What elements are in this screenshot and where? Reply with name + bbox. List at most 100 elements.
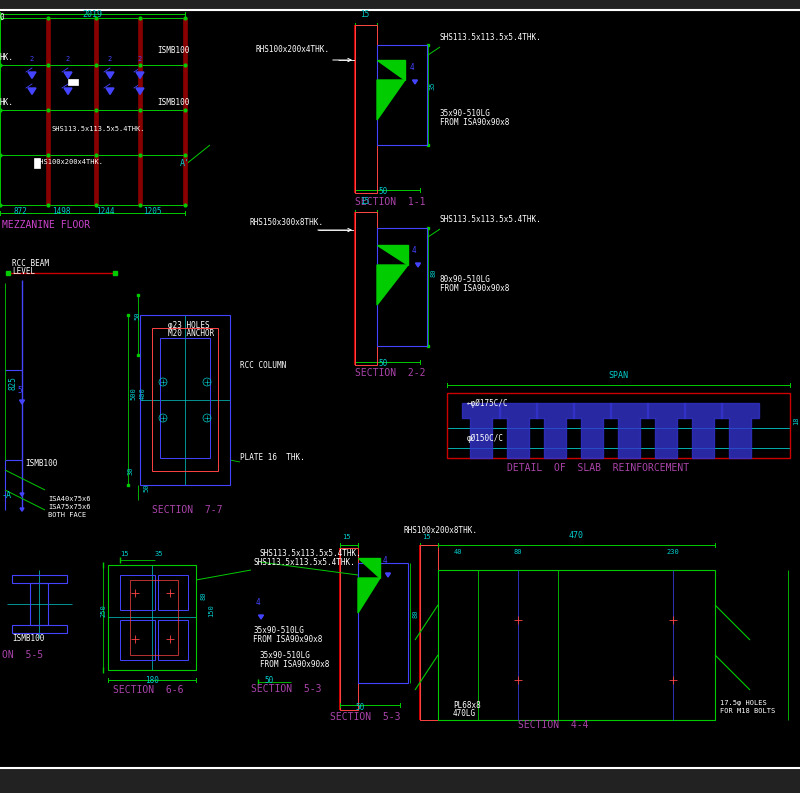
Bar xyxy=(12,575,67,583)
Text: 2: 2 xyxy=(29,72,34,78)
Text: 50: 50 xyxy=(378,187,387,196)
Polygon shape xyxy=(358,578,380,613)
Bar xyxy=(68,79,78,85)
Text: SHS113.5x113.5x5.4THK.: SHS113.5x113.5x5.4THK. xyxy=(440,215,542,224)
Text: SECTION  2-2: SECTION 2-2 xyxy=(355,368,426,378)
Text: 80: 80 xyxy=(514,549,522,555)
Text: SPAN: SPAN xyxy=(608,371,628,380)
Polygon shape xyxy=(647,403,685,458)
Polygon shape xyxy=(20,508,24,511)
Text: 50: 50 xyxy=(264,676,274,685)
Bar xyxy=(30,583,48,625)
Text: 825: 825 xyxy=(8,376,17,390)
Text: 35: 35 xyxy=(430,82,436,90)
Text: FOR M18 BOLTS: FOR M18 BOLTS xyxy=(720,708,775,714)
Text: 15: 15 xyxy=(342,534,350,540)
Text: ISA40x75x6: ISA40x75x6 xyxy=(48,496,90,502)
Polygon shape xyxy=(377,265,408,305)
Text: RHS100x200x8THK.: RHS100x200x8THK. xyxy=(403,526,477,535)
Text: 15: 15 xyxy=(360,197,370,206)
Text: 1498: 1498 xyxy=(52,207,70,216)
Text: 872: 872 xyxy=(14,207,28,216)
Text: 2: 2 xyxy=(137,56,142,62)
Bar xyxy=(34,158,40,168)
Polygon shape xyxy=(462,403,500,458)
Text: 0: 0 xyxy=(0,13,5,22)
Text: 50: 50 xyxy=(143,484,149,492)
Text: 80x90-510LG: 80x90-510LG xyxy=(440,275,491,284)
Text: 470LG: 470LG xyxy=(453,709,476,718)
Bar xyxy=(183,18,187,205)
Text: φØ150C/C: φØ150C/C xyxy=(467,434,504,443)
Text: 2: 2 xyxy=(137,72,142,78)
Text: 50: 50 xyxy=(378,359,387,368)
Text: 230: 230 xyxy=(666,549,679,555)
Text: DETAIL  OF  SLAB  REINFORCEMENT: DETAIL OF SLAB REINFORCEMENT xyxy=(507,463,689,473)
Text: 30: 30 xyxy=(128,466,134,475)
Text: 500: 500 xyxy=(130,387,136,400)
Text: FROM ISA90x90x8: FROM ISA90x90x8 xyxy=(260,660,330,669)
Text: 15: 15 xyxy=(422,534,430,540)
Bar xyxy=(358,563,408,683)
Polygon shape xyxy=(19,400,25,404)
Bar xyxy=(130,580,178,655)
Text: LEVEL: LEVEL xyxy=(12,267,35,276)
Text: 35x90-510LG: 35x90-510LG xyxy=(253,626,304,635)
Bar xyxy=(140,315,230,485)
Polygon shape xyxy=(0,768,800,793)
Text: -A: -A xyxy=(2,491,12,500)
Text: HK.: HK. xyxy=(0,98,14,107)
Bar xyxy=(447,393,790,458)
Bar xyxy=(120,575,155,610)
Polygon shape xyxy=(415,263,421,267)
Text: HK.: HK. xyxy=(0,53,14,62)
Polygon shape xyxy=(136,72,144,79)
Text: BOTH FACE: BOTH FACE xyxy=(48,512,86,518)
Text: 50: 50 xyxy=(355,703,364,712)
Text: 17.5φ HOLES: 17.5φ HOLES xyxy=(720,700,766,706)
Text: RHS150x300x8THK.: RHS150x300x8THK. xyxy=(250,218,324,227)
Text: 80: 80 xyxy=(430,269,436,277)
Polygon shape xyxy=(28,72,36,79)
Bar xyxy=(340,548,358,710)
Text: FROM ISA90x90x8: FROM ISA90x90x8 xyxy=(440,118,510,127)
Text: RHS100x200x4THK.: RHS100x200x4THK. xyxy=(35,159,103,165)
Text: 50: 50 xyxy=(134,312,140,320)
Text: ON  5-5: ON 5-5 xyxy=(2,650,43,660)
Text: 40: 40 xyxy=(454,549,462,555)
Text: 35x90-510LG: 35x90-510LG xyxy=(260,651,311,660)
Bar xyxy=(420,545,438,720)
Text: ISMB100: ISMB100 xyxy=(157,46,190,55)
Text: 470: 470 xyxy=(569,531,583,540)
Text: SECTION  5-3: SECTION 5-3 xyxy=(251,684,322,694)
Text: 1205: 1205 xyxy=(143,207,162,216)
Text: 35x90-510LG: 35x90-510LG xyxy=(440,109,491,118)
Bar xyxy=(120,620,155,660)
Bar xyxy=(438,570,715,720)
Bar xyxy=(377,228,427,346)
Text: ISMB100: ISMB100 xyxy=(25,459,58,468)
Text: 4: 4 xyxy=(383,556,388,565)
Bar xyxy=(377,45,427,145)
Text: RCC COLUMN: RCC COLUMN xyxy=(240,361,286,370)
Polygon shape xyxy=(258,615,263,619)
Text: 4: 4 xyxy=(256,598,261,607)
Text: MEZZANINE FLOOR: MEZZANINE FLOOR xyxy=(2,220,90,230)
Text: SECTION  6-6: SECTION 6-6 xyxy=(113,685,183,695)
Polygon shape xyxy=(377,245,408,265)
Text: A': A' xyxy=(180,159,190,168)
Text: 180: 180 xyxy=(145,676,159,685)
Text: 5: 5 xyxy=(17,386,22,395)
Polygon shape xyxy=(377,60,405,80)
Bar xyxy=(108,565,196,670)
Polygon shape xyxy=(20,493,24,496)
Text: ISMB100: ISMB100 xyxy=(12,634,44,643)
Text: SHS113.5x113.5x5.4THK.: SHS113.5x113.5x5.4THK. xyxy=(260,549,362,558)
Text: SECTION  1-1: SECTION 1-1 xyxy=(355,197,426,207)
Text: 150: 150 xyxy=(208,604,214,617)
Text: PL68x8: PL68x8 xyxy=(453,701,481,710)
Bar xyxy=(160,338,210,458)
Text: 2: 2 xyxy=(107,72,111,78)
Text: ISMB100: ISMB100 xyxy=(157,98,190,107)
Polygon shape xyxy=(358,558,380,578)
